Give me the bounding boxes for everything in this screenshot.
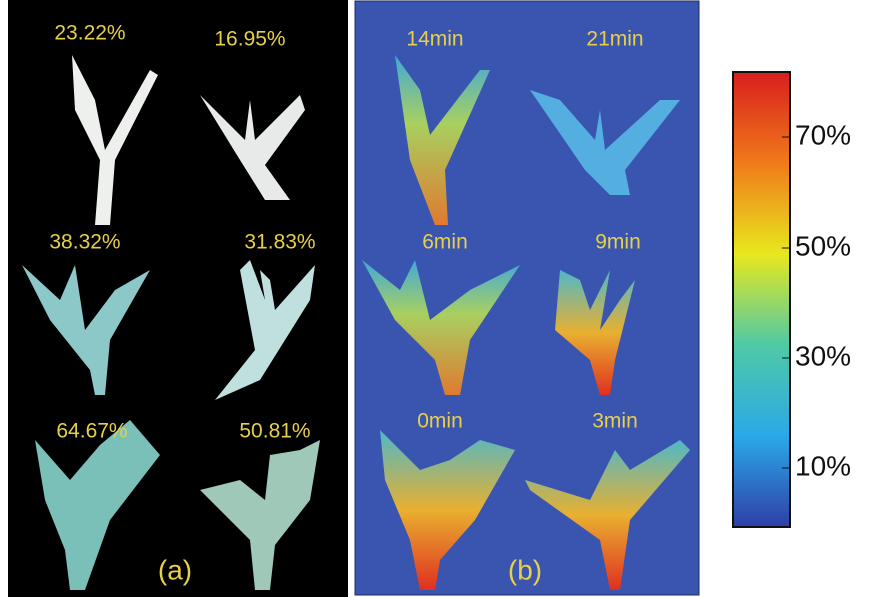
panel-b-label: 3min — [592, 410, 638, 433]
panel-a-label: 23.22% — [54, 22, 125, 45]
panel-b-label: 0min — [417, 410, 463, 433]
colorbar-tick-label: 50% — [795, 230, 851, 261]
panel-a-label: 50.81% — [239, 420, 310, 443]
panel-b-caption: (b) — [508, 554, 542, 585]
panel-a-label: 31.83% — [244, 231, 315, 254]
panel-a-label: 64.67% — [56, 420, 127, 443]
panel-a-label: 16.95% — [214, 28, 285, 51]
panel-b-label: 21min — [586, 28, 643, 51]
colorbar — [733, 72, 790, 527]
panel-a-caption: (a) — [158, 554, 192, 585]
colorbar-tick-label: 70% — [795, 119, 851, 150]
panel-b-label: 9min — [595, 231, 641, 254]
panel-a-label: 38.32% — [49, 231, 120, 254]
colorbar-tick-label: 30% — [795, 340, 851, 371]
colorbar-tick-label: 10% — [795, 450, 851, 481]
figure: 23.22% 16.95% 38.32% 31.83% 64.67% 50.81… — [0, 0, 870, 597]
panel-b-label: 6min — [422, 231, 468, 254]
panel-b-label: 14min — [406, 28, 463, 51]
